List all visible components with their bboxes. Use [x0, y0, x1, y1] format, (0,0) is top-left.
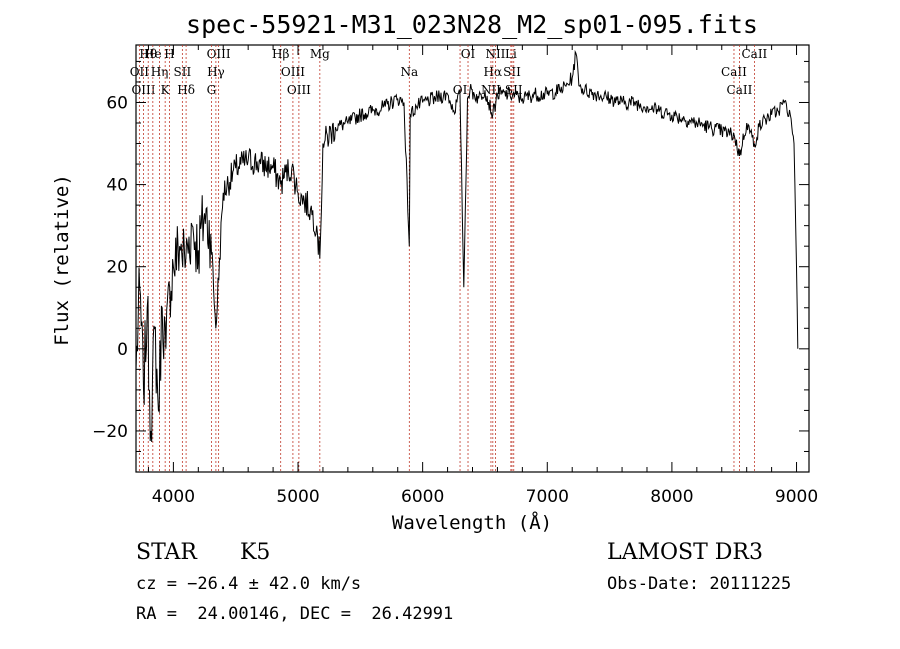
- y-tick-label: −20: [92, 422, 128, 442]
- line-marker-label: K: [161, 83, 171, 97]
- line-marker-label: Hβ: [272, 47, 289, 61]
- ra-dec-coords: RA = 24.00146, DEC = 26.42991: [136, 604, 453, 624]
- x-axis-ticks: 4000 5000 6000 7000 8000 9000: [147, 45, 818, 507]
- y-tick-label: 20: [106, 258, 128, 278]
- x-tick-label: 6000: [401, 487, 444, 507]
- line-marker-label: OII: [130, 65, 150, 79]
- line-marker-label: Hα: [484, 65, 503, 79]
- line-marker-label: Mg: [310, 47, 330, 61]
- spectral-line-markers: HθOIIOIIIHeHηKHSIIHδOIIIHγGHβOIIIOIIIMgN…: [130, 45, 768, 472]
- object-class: STAR: [136, 540, 198, 565]
- line-marker-label: Hη: [151, 65, 169, 79]
- spectrum-series: [135, 49, 799, 443]
- line-marker-label: Hδ: [177, 83, 195, 97]
- line-marker-label: OIII: [281, 65, 305, 79]
- line-marker-label: CaII: [741, 47, 767, 61]
- x-tick-label: 5000: [276, 487, 319, 507]
- line-marker-label: SII: [503, 65, 521, 79]
- x-tick-label: 8000: [650, 487, 693, 507]
- line-marker-label: SII: [174, 65, 192, 79]
- redshift-cz: cz = −26.4 ± 42.0 km/s: [136, 574, 361, 594]
- line-marker-label: H: [164, 47, 174, 61]
- chart-title: spec-55921-M31_023N28_M2_sp01-095.fits: [186, 10, 758, 39]
- obs-date: Obs-Date: 20111225: [607, 574, 791, 594]
- plot-frame: [135, 44, 810, 473]
- line-marker-label: Li: [505, 47, 517, 61]
- line-marker-label: OI: [453, 83, 468, 97]
- x-tick-label: 4000: [152, 487, 195, 507]
- line-marker-label: CaII: [721, 65, 747, 79]
- y-tick-label: 40: [106, 176, 128, 196]
- line-marker-label: G: [207, 83, 217, 97]
- y-axis-label: Flux (relative): [51, 174, 73, 346]
- x-axis-label: Wavelength (Å): [392, 511, 552, 534]
- y-tick-label: 0: [117, 340, 128, 360]
- line-marker-label: Hγ: [207, 65, 225, 79]
- line-marker-label: OIII: [131, 83, 155, 97]
- line-marker-label: OIII: [207, 47, 231, 61]
- line-marker-label: CaII: [727, 83, 753, 97]
- object-subclass: K5: [240, 540, 270, 565]
- x-tick-label: 7000: [526, 487, 569, 507]
- line-marker-label: OI: [461, 47, 476, 61]
- x-tick-label: 9000: [775, 487, 818, 507]
- line-marker-label: He: [144, 47, 162, 61]
- line-marker-label: Na: [400, 65, 418, 79]
- line-marker-label: OIII: [287, 83, 311, 97]
- line-marker-label: NII: [485, 47, 505, 61]
- y-axis-ticks: −20 0 20 40 60: [92, 60, 809, 452]
- y-tick-label: 60: [106, 93, 128, 113]
- survey-name: LAMOST DR3: [607, 540, 763, 565]
